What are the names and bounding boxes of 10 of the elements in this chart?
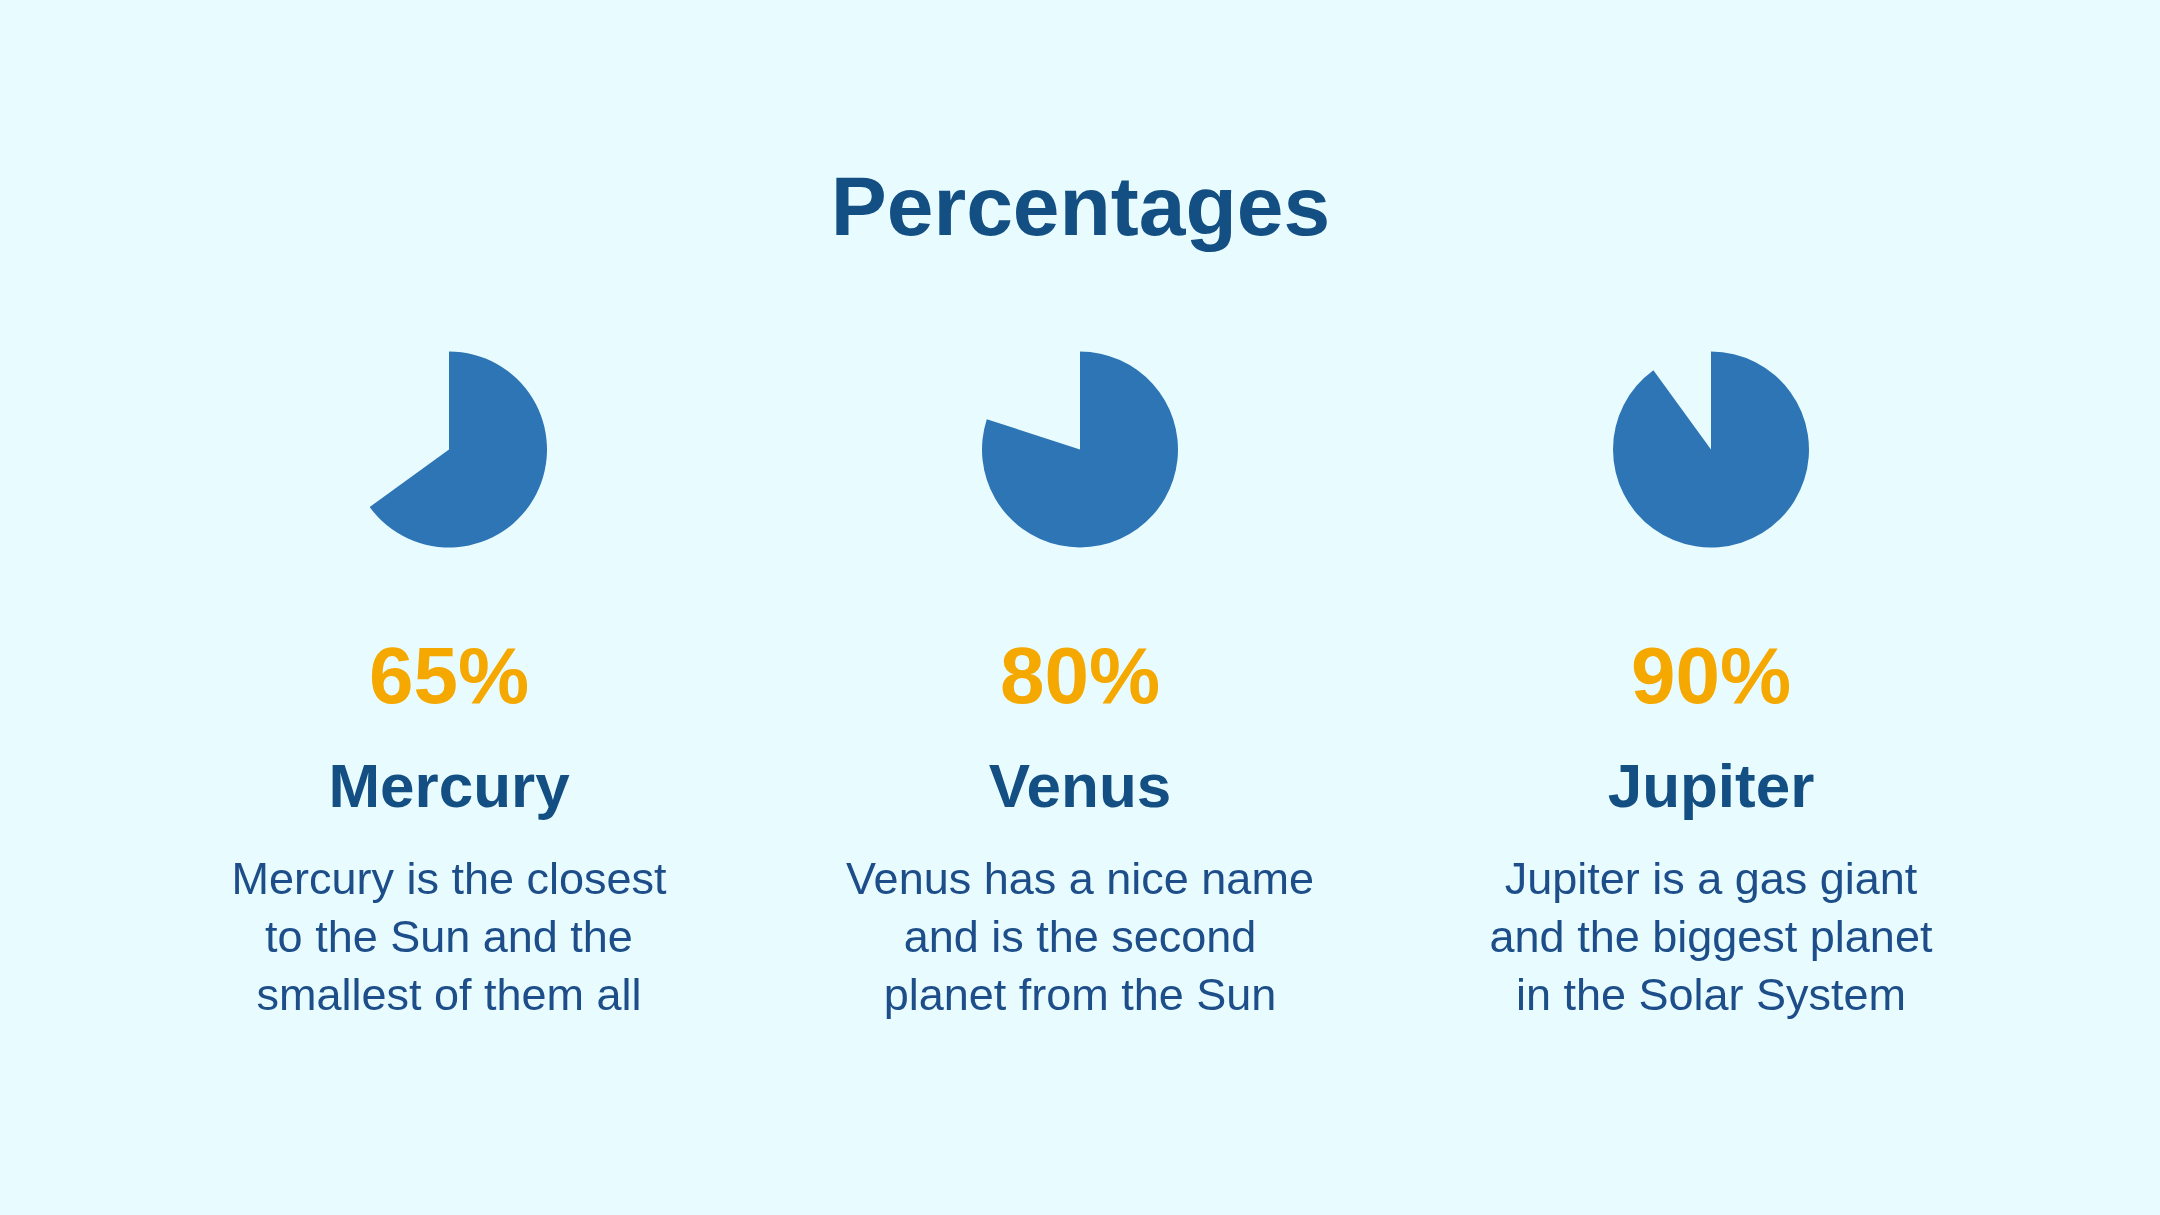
- text: Venus has a nice name and is the second planet from the Sun: [846, 853, 1314, 1020]
- text: Venus: [988, 751, 1172, 820]
- text: Percentages: [830, 158, 1331, 253]
- text: Jupiter: [1607, 751, 1815, 820]
- data-label: 90%: [1630, 631, 1792, 720]
- data-label: 65%: [368, 631, 530, 720]
- text: Jupiter is a gas giant and the biggest planet in the Solar System: [1489, 853, 1933, 1020]
- text: Mercury: [328, 751, 571, 820]
- data-label: 80%: [999, 631, 1161, 720]
- text: Mercury is the closest to the Sun and the smallest of them all: [231, 853, 668, 1020]
